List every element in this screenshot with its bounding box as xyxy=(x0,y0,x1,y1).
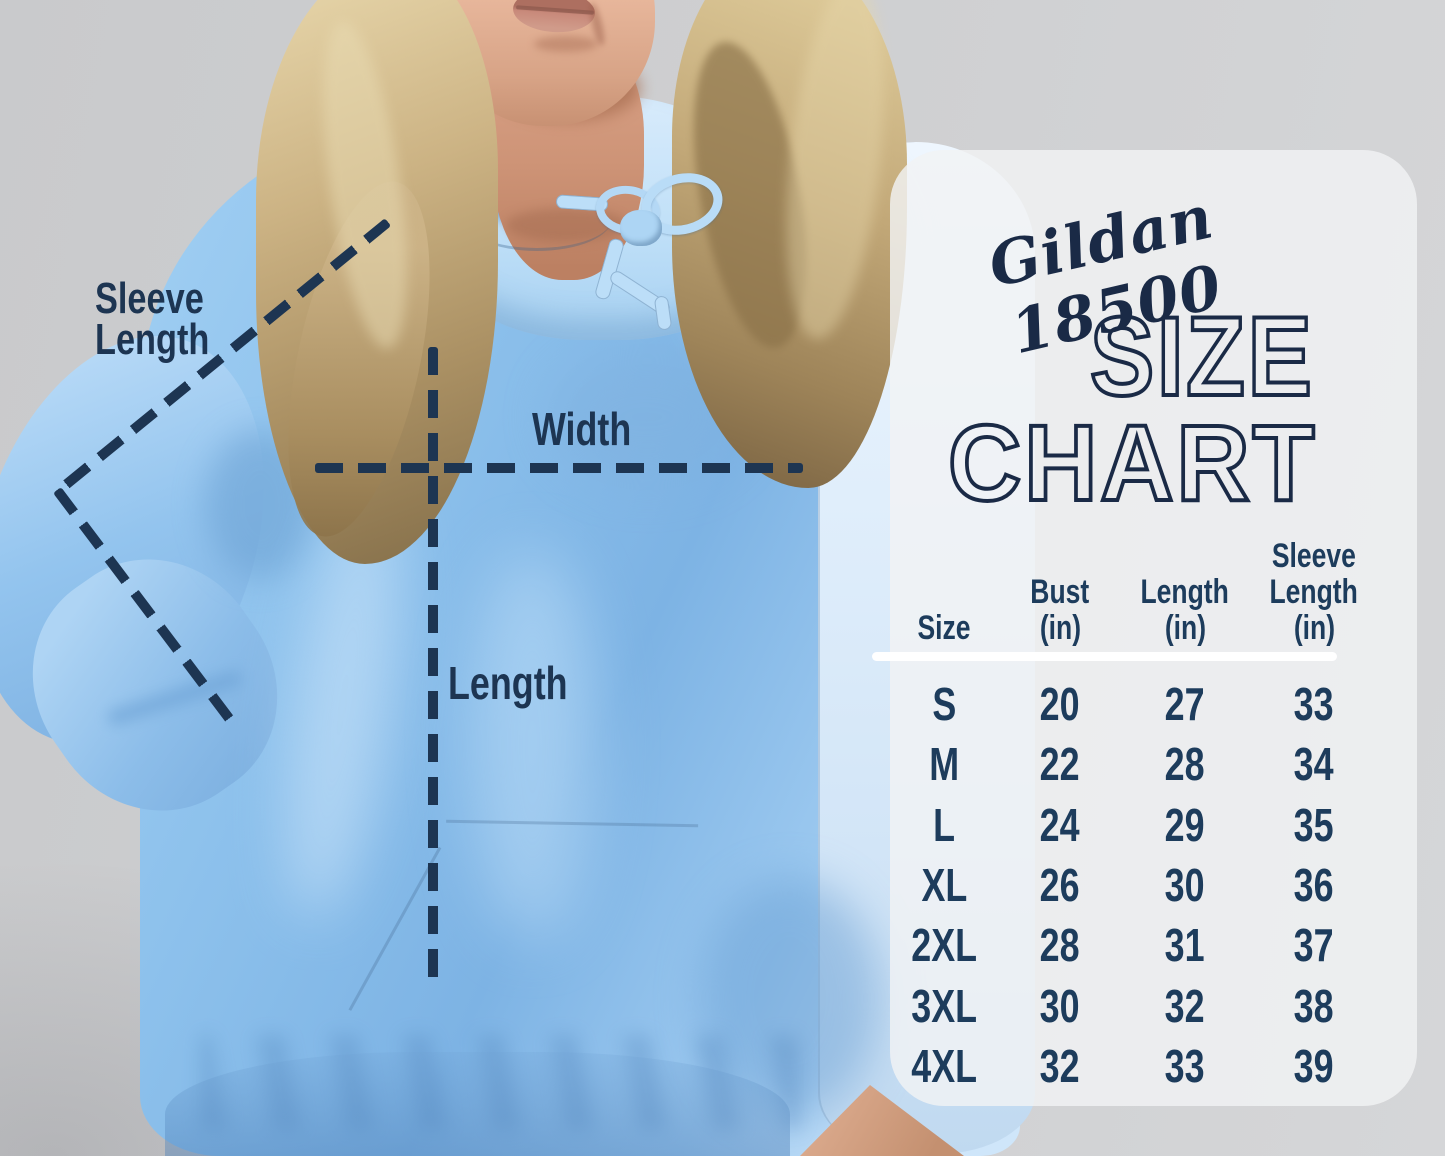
cell-length: 27 xyxy=(1165,678,1205,731)
cell-size: XL xyxy=(921,859,967,912)
column-header-length: Length (in) xyxy=(1140,572,1230,647)
hand-in-pocket-shadow xyxy=(700,878,880,1118)
size-table-body: S 20 27 33 M 22 28 34 L 24 29 35 xyxy=(890,674,1372,1096)
length-dashed-line xyxy=(428,347,438,987)
cell-sleeve: 35 xyxy=(1294,798,1334,851)
cell-bust: 32 xyxy=(1040,1039,1080,1092)
header-divider-line xyxy=(872,652,1337,661)
cell-sleeve: 36 xyxy=(1294,859,1334,912)
column-header-sleeve-length: Sleeve Length (in) xyxy=(1269,536,1359,647)
width-dashed-line xyxy=(315,463,803,473)
chart-title: CHART xyxy=(946,400,1318,525)
cell-bust: 26 xyxy=(1040,859,1080,912)
cell-length: 30 xyxy=(1165,859,1205,912)
cell-size: 2XL xyxy=(911,919,977,972)
hood-neckline-seam xyxy=(462,186,612,251)
sleeve-length-label: Sleeve Length xyxy=(95,274,242,365)
cell-sleeve: 39 xyxy=(1294,1039,1334,1092)
cell-size: L xyxy=(933,798,955,851)
clavicle-shadow xyxy=(506,208,626,242)
table-row: L 24 29 35 xyxy=(890,795,1380,855)
cell-size: 3XL xyxy=(911,979,977,1032)
hoodie-hem xyxy=(165,1052,790,1156)
cell-sleeve: 33 xyxy=(1294,678,1334,731)
fabric-highlight xyxy=(470,550,595,940)
cell-length: 33 xyxy=(1165,1039,1205,1092)
cell-size: 4XL xyxy=(911,1039,977,1092)
cell-length: 31 xyxy=(1165,919,1205,972)
cell-bust: 28 xyxy=(1040,919,1080,972)
size-title: SIZE xyxy=(1088,292,1315,421)
column-header-size: Size xyxy=(917,608,971,647)
table-row: 2XL 28 31 37 xyxy=(890,915,1380,975)
cell-sleeve: 37 xyxy=(1294,919,1334,972)
chin-shadow xyxy=(534,36,598,52)
table-row: 3XL 30 32 38 xyxy=(890,975,1380,1035)
table-header-row: Size Bust (in) Length (in) Sleeve Length… xyxy=(890,508,1372,646)
table-row: M 22 28 34 xyxy=(890,734,1380,794)
table-row: 4XL 32 33 39 xyxy=(890,1036,1380,1096)
cell-length: 29 xyxy=(1165,798,1205,851)
cell-size: S xyxy=(932,678,956,731)
cell-size: M xyxy=(929,738,959,791)
sleeve-length-label-line2: Length xyxy=(95,315,210,365)
cell-sleeve: 34 xyxy=(1294,738,1334,791)
hem-wrinkles xyxy=(200,1035,800,1130)
cell-bust: 24 xyxy=(1040,798,1080,851)
cell-length: 32 xyxy=(1165,979,1205,1032)
sleeve-length-label-line1: Sleeve xyxy=(95,274,204,323)
cell-length: 28 xyxy=(1165,738,1205,791)
cell-sleeve: 38 xyxy=(1294,979,1334,1032)
drawstring-knot xyxy=(620,210,662,246)
table-row: XL 26 30 36 xyxy=(890,855,1380,915)
table-row: S 20 27 33 xyxy=(890,674,1380,734)
size-chart-panel: Gildan 18500 SIZE CHART Size Bust (in) L… xyxy=(872,150,1417,1106)
cell-bust: 30 xyxy=(1040,979,1080,1032)
cell-bust: 20 xyxy=(1040,678,1080,731)
column-header-bust: Bust (in) xyxy=(1030,572,1090,647)
cell-bust: 22 xyxy=(1040,738,1080,791)
width-label: Width xyxy=(532,403,632,455)
length-label: Length xyxy=(448,657,568,709)
